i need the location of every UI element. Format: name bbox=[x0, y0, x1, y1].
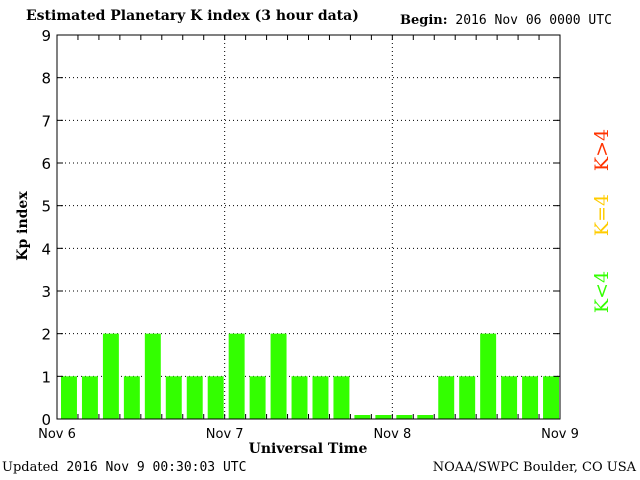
kp-bar bbox=[207, 376, 224, 419]
kp-bar bbox=[375, 415, 392, 419]
x-tick-label: Nov 8 bbox=[373, 427, 411, 442]
axis-ticks bbox=[57, 34, 560, 420]
y-axis-label: Kp index bbox=[15, 191, 31, 261]
legend-item: K=4 bbox=[591, 194, 613, 236]
y-tick-label: 5 bbox=[41, 198, 51, 216]
y-tick-label: 9 bbox=[41, 27, 51, 45]
kp-bar bbox=[291, 376, 308, 419]
kp-bar bbox=[480, 333, 497, 419]
kp-bar bbox=[438, 376, 455, 419]
updated-value: 2016 Nov 9 00:30:03 UTC bbox=[66, 460, 247, 475]
y-tick-label: 7 bbox=[41, 112, 51, 130]
y-tick-label: 4 bbox=[41, 240, 51, 258]
kp-bar bbox=[249, 376, 266, 419]
kp-bar bbox=[354, 415, 371, 419]
kp-bar bbox=[102, 333, 119, 419]
kp-bar bbox=[501, 376, 518, 419]
kp-bar bbox=[270, 333, 287, 419]
kp-bar bbox=[459, 376, 476, 419]
legend: K>4 K=4 K<4 bbox=[591, 129, 613, 313]
kp-bar bbox=[333, 376, 350, 419]
y-tick-label: 1 bbox=[41, 368, 51, 386]
x-tick-label: Nov 6 bbox=[38, 427, 76, 442]
kp-bar bbox=[144, 333, 161, 419]
y-tick-label: 3 bbox=[41, 283, 51, 301]
y-tick-labels: 0 1 2 3 4 5 6 7 8 9 bbox=[41, 27, 51, 429]
kp-bar bbox=[417, 415, 434, 419]
begin-value: 2016 Nov 06 0000 UTC bbox=[455, 13, 612, 28]
legend-item: K<4 bbox=[591, 271, 613, 313]
chart-title: Estimated Planetary K index (3 hour data… bbox=[26, 8, 359, 24]
begin-label: Begin: bbox=[400, 13, 448, 28]
kp-bar bbox=[186, 376, 203, 419]
kp-bar bbox=[543, 376, 559, 419]
grid-lines bbox=[57, 35, 560, 419]
updated-info: Updated 2016 Nov 9 00:30:03 UTC bbox=[2, 460, 246, 475]
x-tick-label: Nov 9 bbox=[541, 427, 579, 442]
y-tick-label: 8 bbox=[41, 70, 51, 88]
kp-bar bbox=[123, 376, 140, 419]
x-tick-label: Nov 7 bbox=[206, 427, 244, 442]
updated-label: Updated bbox=[2, 460, 59, 475]
x-axis-label: Universal Time bbox=[249, 441, 368, 457]
kp-bar bbox=[522, 376, 539, 419]
kp-bar bbox=[228, 333, 245, 419]
y-tick-label: 0 bbox=[41, 411, 51, 429]
kp-bar bbox=[61, 376, 77, 419]
bars bbox=[61, 333, 559, 419]
y-tick-label: 6 bbox=[41, 155, 51, 173]
legend-item: K>4 bbox=[591, 129, 613, 171]
x-tick-labels: Nov 6 Nov 7 Nov 8 Nov 9 bbox=[38, 427, 579, 442]
kp-bar bbox=[81, 376, 98, 419]
kp-bar bbox=[312, 376, 329, 419]
kp-bar bbox=[396, 415, 413, 419]
begin-info: Begin: 2016 Nov 06 0000 UTC bbox=[400, 13, 612, 28]
kp-bar bbox=[165, 376, 182, 419]
y-tick-label: 2 bbox=[41, 326, 51, 344]
credit-text: NOAA/SWPC Boulder, CO USA bbox=[432, 460, 636, 475]
